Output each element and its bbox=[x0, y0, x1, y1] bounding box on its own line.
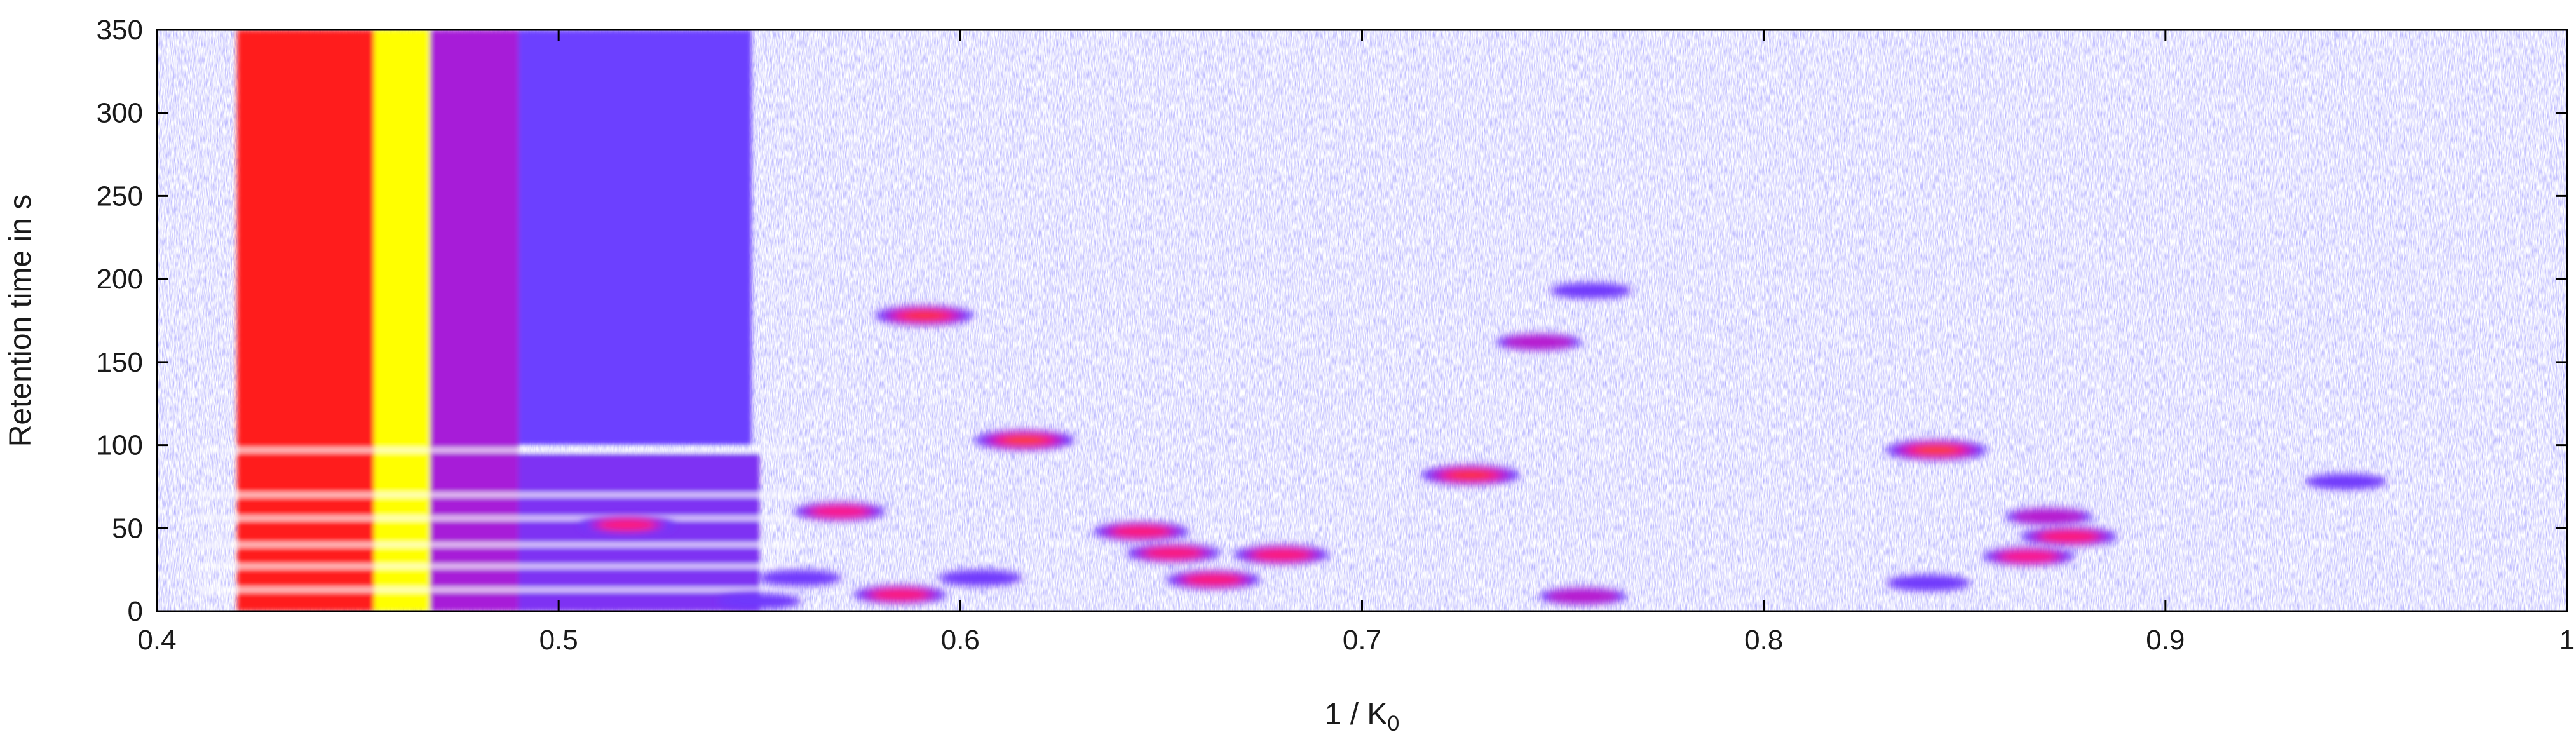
peak-spot bbox=[757, 569, 842, 586]
y-tick-label: 200 bbox=[97, 264, 143, 295]
y-tick-label: 300 bbox=[97, 98, 143, 129]
band-gap bbox=[197, 587, 800, 593]
x-tick-label: 0.5 bbox=[539, 625, 578, 656]
peak-spot bbox=[874, 305, 974, 326]
bands-group bbox=[197, 30, 800, 611]
peak-spot bbox=[1982, 547, 2075, 566]
peak-spot bbox=[1886, 574, 1970, 592]
peak-spot bbox=[1550, 282, 1632, 299]
peak-spot bbox=[1165, 570, 1261, 590]
peak-spot bbox=[2305, 473, 2387, 490]
x-axis-label-main: 1 / K bbox=[1325, 698, 1388, 731]
y-axis: 0 50 100 150 200 250 300 350 bbox=[97, 15, 2567, 627]
band-gap bbox=[197, 492, 800, 497]
y-tick-label: 0 bbox=[128, 596, 143, 627]
x-tick-label: 0.9 bbox=[2146, 625, 2185, 656]
peak-spot bbox=[717, 593, 802, 610]
peak-spot bbox=[974, 429, 1075, 450]
peaks-group bbox=[579, 282, 2387, 610]
peak-spot bbox=[1538, 587, 1627, 605]
peak-spot bbox=[1233, 544, 1330, 565]
peak-spot bbox=[1420, 464, 1521, 485]
x-tick-label: 0.6 bbox=[941, 625, 980, 656]
y-tick-label: 250 bbox=[97, 180, 143, 212]
band-gap bbox=[197, 447, 800, 453]
intensity-band bbox=[518, 30, 752, 445]
peak-spot bbox=[1495, 334, 1582, 351]
peak-spot bbox=[853, 585, 947, 604]
peak-spot bbox=[1125, 543, 1221, 563]
band-gap bbox=[197, 542, 800, 548]
peak-spot bbox=[938, 569, 1023, 586]
intensity-band bbox=[374, 30, 430, 611]
peak-spot bbox=[2020, 526, 2118, 546]
y-tick-label: 150 bbox=[97, 347, 143, 378]
peak-spot bbox=[1093, 522, 1190, 541]
peak-spot bbox=[579, 515, 675, 535]
intensity-band bbox=[430, 30, 519, 611]
peak-spot bbox=[793, 502, 886, 521]
x-tick-label: 1 bbox=[2559, 625, 2575, 656]
peak-spot bbox=[1885, 440, 1988, 461]
x-axis: 0.4 0.5 0.6 0.7 0.8 0.9 1 bbox=[137, 30, 2575, 656]
y-tick-label: 50 bbox=[112, 513, 143, 544]
x-tick-label: 0.8 bbox=[1744, 625, 1783, 656]
plot-area bbox=[157, 30, 2567, 611]
y-axis-label: Retention time in s bbox=[4, 194, 37, 447]
peak-spot bbox=[2004, 508, 2094, 525]
y-tick-label: 350 bbox=[97, 15, 143, 46]
band-gap bbox=[197, 515, 800, 521]
x-axis-label-subscript: 0 bbox=[1387, 712, 1399, 736]
x-tick-label: 0.7 bbox=[1343, 625, 1381, 656]
x-axis-label: 1 / K0 bbox=[1325, 698, 1400, 736]
band-gap bbox=[197, 564, 800, 569]
y-tick-label: 100 bbox=[97, 430, 143, 461]
intensity-band bbox=[237, 30, 378, 611]
x-tick-label: 0.4 bbox=[137, 625, 176, 656]
